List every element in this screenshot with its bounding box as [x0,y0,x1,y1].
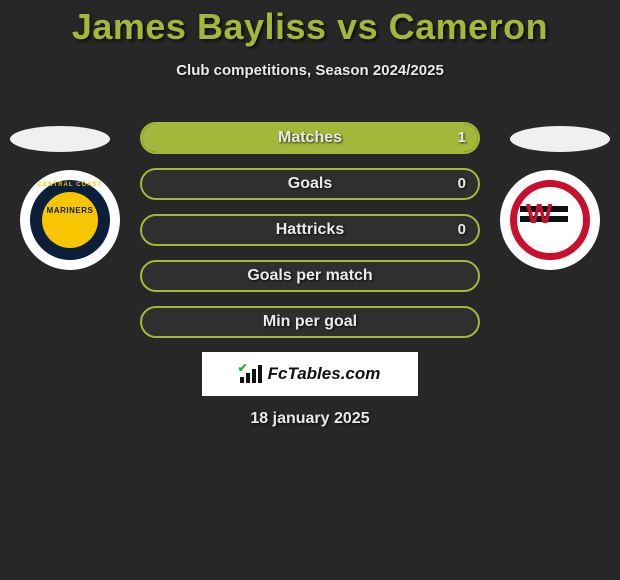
stat-bar: Min per goal [140,306,480,338]
comparison-subtitle: Club competitions, Season 2024/2025 [0,62,620,79]
stat-value-right: 1 [458,124,466,152]
stats-bars: Matches 1 Goals 0 Hattricks 0 Goals per … [140,122,480,352]
crest-main-text: MARINERS [30,206,110,215]
stat-label: Goals [142,170,478,198]
player-silhouette-left [10,126,110,152]
stat-value-right: 0 [458,216,466,244]
attribution-box: ✔ FcTables.com [202,352,418,396]
attribution-text: FcTables.com [268,364,381,384]
comparison-title: James Bayliss vs Cameron [0,0,620,48]
stat-bar: Hattricks 0 [140,214,480,246]
stat-bar: Goals 0 [140,168,480,200]
mariners-crest-icon: CENTRAL COAST MARINERS [30,180,110,260]
crest-letter: W [526,198,548,230]
team-badge-left: CENTRAL COAST MARINERS [20,170,120,270]
stat-bar: Goals per match [140,260,480,292]
team-badge-right: W [500,170,600,270]
stat-label: Goals per match [142,262,478,290]
stat-value-right: 0 [458,170,466,198]
fctables-logo-icon: ✔ [240,365,262,383]
crest-arc-text: CENTRAL COAST [30,182,110,188]
stat-label: Matches [142,124,478,152]
stat-label: Min per goal [142,308,478,336]
player-silhouette-right [510,126,610,152]
snapshot-date: 18 january 2025 [0,410,620,428]
stat-label: Hattricks [142,216,478,244]
stat-bar: Matches 1 [140,122,480,154]
wanderers-crest-icon: W [510,180,590,260]
